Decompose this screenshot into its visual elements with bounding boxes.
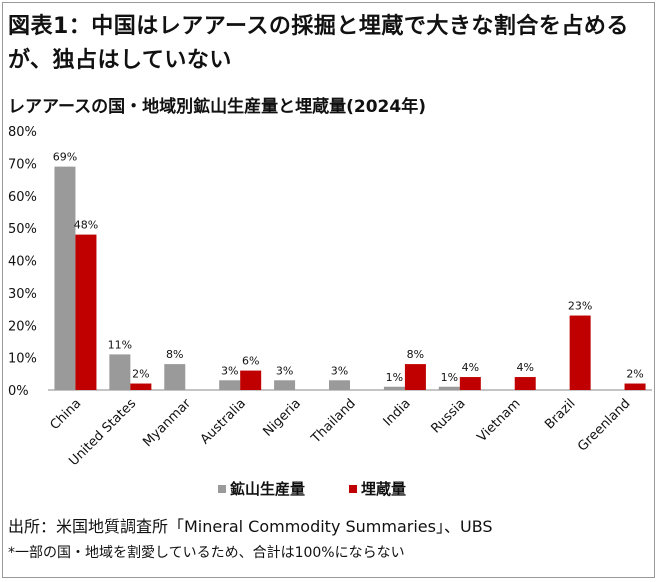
legend-swatch-production [218, 484, 226, 493]
bar-production [109, 354, 131, 390]
bar-reserves [75, 234, 97, 390]
bar-reserves [130, 383, 152, 390]
legend-label-production: 鉱山生産量 [230, 480, 306, 498]
data-label: 48% [74, 219, 98, 232]
bar-reserves [514, 377, 536, 390]
data-label: 4% [517, 361, 534, 374]
y-tick-label: 70% [8, 157, 37, 172]
source-note: 出所：米国地質調査所「Mineral Commodity Summaries」、… [8, 517, 493, 536]
data-label: 4% [462, 361, 479, 374]
x-tick-label: China [47, 396, 84, 433]
data-label: 6% [242, 355, 259, 368]
data-label: 23% [568, 300, 592, 313]
figure-title: 図表1：中国はレアアースの採掘と埋蔵で大きな割合を占めるが、独占はしていない [8, 14, 629, 73]
x-tick-label: Australia [198, 396, 249, 447]
x-tick-label: Vietnam [475, 396, 524, 445]
x-tick-label: Thailand [308, 396, 359, 447]
chart-subtitle: レアアースの国・地域別鉱山生産量と埋蔵量(2024年) [8, 97, 426, 117]
legend-label-reserves: 埋蔵量 [361, 480, 407, 498]
x-tick-label: Brazil [542, 396, 578, 432]
bar-reserves [569, 315, 591, 390]
data-label: 3% [221, 364, 238, 377]
y-tick-label: 20% [8, 319, 37, 334]
bar-production [54, 166, 76, 390]
data-label: 3% [276, 364, 293, 377]
data-label: 1% [441, 371, 458, 384]
x-tick-label: Russia [428, 396, 468, 436]
legend-swatch-reserves [349, 484, 358, 493]
y-tick-label: 40% [8, 255, 37, 270]
bar-production [164, 364, 186, 390]
legend: 鉱山生産量 埋蔵量 [218, 478, 406, 499]
x-tick-label: Myanmar [140, 396, 194, 450]
y-tick-label: 10% [8, 352, 37, 367]
bar-reserves [459, 377, 481, 390]
legend-item-reserves: 埋蔵量 [349, 478, 406, 499]
data-label: 3% [331, 364, 348, 377]
bar-production [383, 386, 405, 390]
bar-production [438, 386, 460, 390]
bar-reserves [240, 370, 262, 390]
x-tick-label: India [381, 396, 414, 429]
data-label: 8% [166, 348, 183, 361]
legend-item-production: 鉱山生産量 [218, 478, 305, 499]
data-label: 1% [386, 371, 403, 384]
data-label: 8% [407, 348, 424, 361]
y-tick-label: 50% [8, 222, 37, 237]
x-tick-label: Greenland [575, 396, 633, 454]
bar-reserves [404, 364, 426, 390]
x-tick-label: Nigeria [260, 396, 303, 439]
data-label: 11% [108, 338, 132, 351]
bar-production [329, 380, 350, 390]
y-tick-label: 30% [8, 287, 37, 302]
bar-production [274, 380, 296, 390]
bar-reserves [624, 383, 646, 390]
y-tick-label: 60% [8, 190, 37, 205]
y-tick-label: 80% [8, 125, 37, 140]
y-tick-label: 0% [8, 384, 29, 399]
footnote: *一部の国・地域を割愛しているため、合計は100%にならない [8, 545, 405, 561]
data-label: 2% [626, 368, 643, 381]
data-label: 2% [132, 368, 149, 381]
data-label: 69% [53, 151, 77, 164]
bar-production [219, 380, 241, 390]
